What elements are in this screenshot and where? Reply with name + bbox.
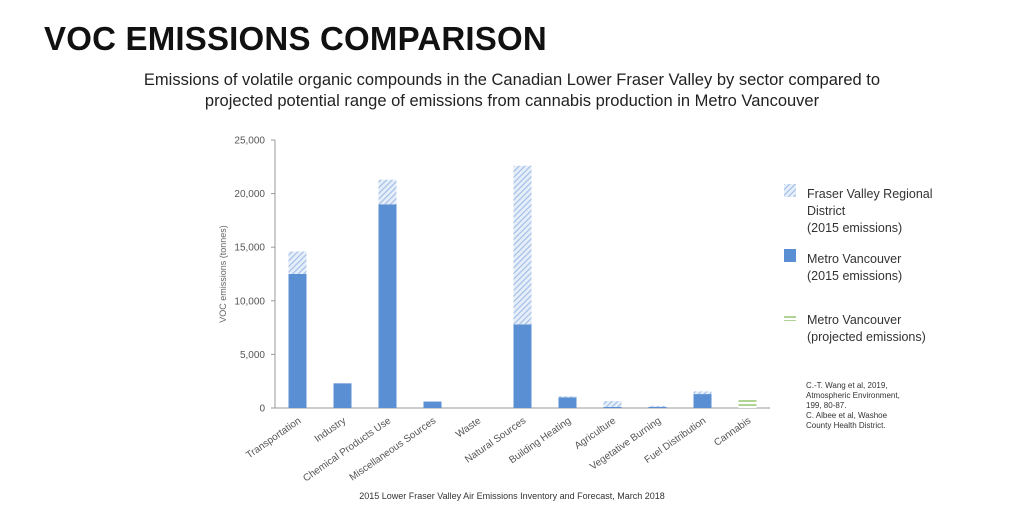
subtitle-line-2: projected potential range of emissions f… (204, 92, 820, 110)
legend-swatch-projected (784, 315, 796, 321)
bar-metro-agriculture (603, 406, 622, 408)
legend-label: Metro Vancouver (807, 313, 901, 327)
y-tick-label: 10,000 (234, 296, 265, 307)
legend-label: (projected emissions) (807, 330, 926, 344)
x-category-label: Transportation (244, 415, 303, 461)
bar-fraser-building-heating (558, 396, 577, 398)
citation-line: C.-T. Wang et al, 2019, (806, 381, 888, 390)
x-category-label: Industry (313, 415, 348, 444)
x-category-label: Miscellaneous Sources (348, 415, 439, 483)
y-axis-title: VOC emissions (tonnes) (218, 225, 228, 323)
x-category-label: Cannabis (712, 415, 753, 448)
y-tick-label: 0 (259, 404, 265, 415)
citation-line: County Health District. (806, 421, 886, 430)
legend-swatch-metro (784, 249, 796, 262)
legend-label: District (807, 204, 846, 218)
subtitle-line-1: Emissions of volatile organic compounds … (143, 71, 881, 89)
bar-metro-chemical-products-use (378, 204, 397, 408)
y-tick-label: 20,000 (234, 189, 265, 200)
bar-metro-transportation (288, 274, 307, 408)
bar-fraser-vegetative-burning (648, 405, 667, 407)
bar-metro-vegetative-burning (648, 406, 667, 408)
bar-fraser-natural-sources (513, 165, 532, 325)
legend-label: (2015 emissions) (807, 221, 902, 235)
x-category-label: Waste (454, 415, 484, 440)
bar-metro-fuel-distribution (693, 394, 712, 408)
bar-fraser-chemical-products-use (378, 179, 397, 205)
bar-fraser-fuel-distribution (693, 391, 712, 395)
citation-line: C. Albee et al, Washoe (806, 411, 888, 420)
legend-label: (2015 emissions) (807, 269, 902, 283)
citation-line: Atmospheric Environment, (806, 391, 900, 400)
y-tick-label: 15,000 (234, 243, 265, 254)
y-tick-label: 5,000 (240, 350, 265, 361)
page-title: VOC EMISSIONS COMPARISON (44, 20, 547, 57)
bar-metro-building-heating (558, 397, 577, 408)
bar-fraser-transportation (288, 251, 307, 274)
legend-label: Metro Vancouver (807, 252, 901, 266)
bar-fraser-agriculture (603, 401, 622, 407)
bar-metro-natural-sources (513, 324, 532, 408)
y-tick-label: 25,000 (234, 136, 265, 147)
source-note: 2015 Lower Fraser Valley Air Emissions I… (359, 491, 665, 501)
legend: Fraser Valley Regional District (2015 emis… (784, 184, 933, 344)
citation: C.-T. Wang et al, 2019, Atmospheric Envi… (806, 381, 946, 431)
bar-projected-cannabis (738, 398, 757, 408)
citation-line: 199, 80-87. (806, 401, 847, 410)
bar-metro-industry (333, 383, 352, 408)
legend-swatch-fraser (784, 184, 796, 197)
bar-metro-miscellaneous-sources (423, 401, 442, 408)
legend-label: Fraser Valley Regional (807, 187, 933, 201)
bar-layer (288, 165, 757, 408)
